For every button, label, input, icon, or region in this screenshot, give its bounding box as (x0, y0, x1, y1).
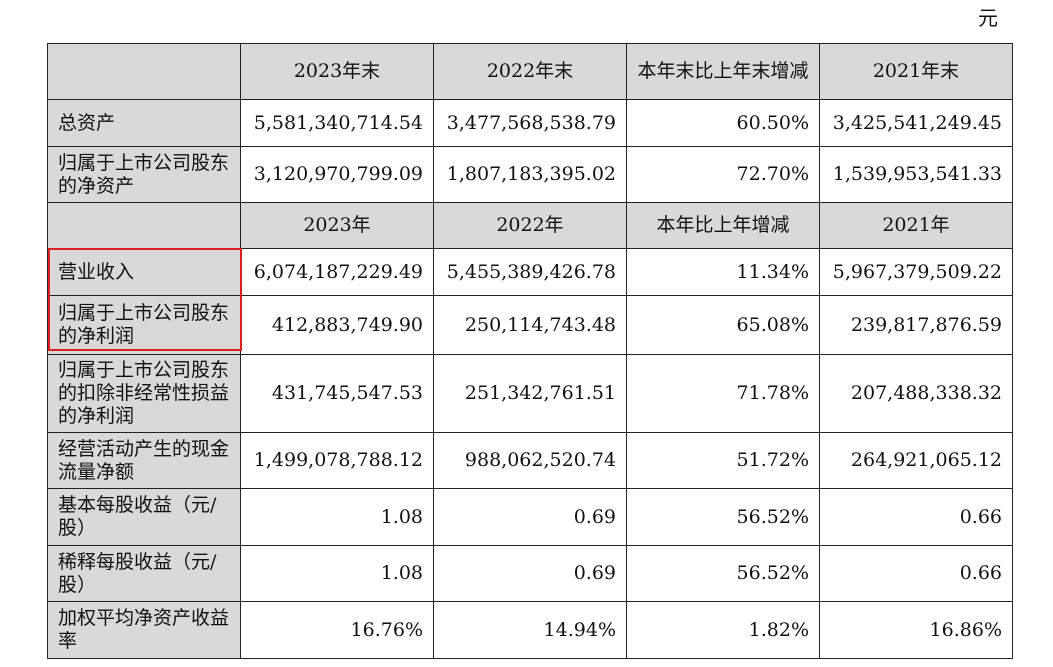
header-cell-change-end: 本年末比上年末增减 (626, 43, 820, 100)
table-row: 总资产 5,581,340,714.54 3,477,568,538.79 60… (47, 99, 1013, 147)
cell-change: 1.82% (626, 601, 820, 659)
cell-2021: 16.86% (819, 601, 1013, 659)
row-label: 加权平均净资产收益率 (47, 601, 241, 659)
cell-2022: 0.69 (433, 545, 627, 602)
row-label: 稀释每股收益（元/股） (47, 545, 241, 602)
cell-2023: 412,883,749.90 (240, 295, 434, 355)
cell-2021: 0.66 (819, 545, 1013, 602)
cell-2023: 6,074,187,229.49 (240, 248, 434, 296)
table-row: 稀释每股收益（元/股） 1.08 0.69 56.52% 0.66 (47, 545, 1013, 602)
cell-2021: 3,425,541,249.45 (819, 99, 1013, 147)
cell-2023: 5,581,340,714.54 (240, 99, 434, 147)
cell-2021: 1,539,953,541.33 (819, 146, 1013, 203)
header-cell-2023-end: 2023年末 (240, 43, 434, 100)
cell-2021: 239,817,876.59 (819, 295, 1013, 355)
currency-unit-label: 元 (978, 6, 998, 30)
header-cell-2022-end: 2022年末 (433, 43, 627, 100)
cell-2023: 431,745,547.53 (240, 354, 434, 433)
cell-change: 60.50% (626, 99, 820, 147)
table-header-row-year-end: 2023年末 2022年末 本年末比上年末增减 2021年末 (47, 43, 1013, 100)
header-cell-2022: 2022年 (433, 202, 627, 249)
row-label: 基本每股收益（元/股） (47, 488, 241, 546)
row-label: 归属于上市公司股东的扣除非经常性损益的净利润 (47, 354, 241, 433)
cell-2022: 3,477,568,538.79 (433, 99, 627, 147)
header-cell-2021-end: 2021年末 (819, 43, 1013, 100)
cell-change: 56.52% (626, 545, 820, 602)
table-row: 归属于上市公司股东的净资产 3,120,970,799.09 1,807,183… (47, 146, 1013, 203)
cell-change: 56.52% (626, 488, 820, 546)
table-row: 加权平均净资产收益率 16.76% 14.94% 1.82% 16.86% (47, 601, 1013, 659)
cell-2022: 0.69 (433, 488, 627, 546)
cell-2023: 3,120,970,799.09 (240, 146, 434, 203)
table-row: 归属于上市公司股东的净利润 412,883,749.90 250,114,743… (47, 295, 1013, 355)
table-row: 经营活动产生的现金流量净额 1,499,078,788.12 988,062,5… (47, 432, 1013, 489)
cell-2023: 1.08 (240, 545, 434, 602)
financial-summary-table: 2023年末 2022年末 本年末比上年末增减 2021年末 总资产 5,581… (47, 43, 1013, 659)
cell-2021: 5,967,379,509.22 (819, 248, 1013, 296)
header-cell-2023: 2023年 (240, 202, 434, 249)
row-label: 总资产 (47, 99, 241, 147)
cell-2022: 1,807,183,395.02 (433, 146, 627, 203)
table-row: 营业收入 6,074,187,229.49 5,455,389,426.78 1… (47, 248, 1013, 296)
header-cell-change: 本年比上年增减 (626, 202, 820, 249)
header-cell-blank (47, 202, 241, 249)
row-label: 营业收入 (47, 248, 241, 296)
row-label: 经营活动产生的现金流量净额 (47, 432, 241, 489)
cell-2021: 264,921,065.12 (819, 432, 1013, 489)
cell-2023: 1,499,078,788.12 (240, 432, 434, 489)
cell-change: 51.72% (626, 432, 820, 489)
cell-2022: 14.94% (433, 601, 627, 659)
cell-2022: 251,342,761.51 (433, 354, 627, 433)
cell-change: 72.70% (626, 146, 820, 203)
row-label: 归属于上市公司股东的净资产 (47, 146, 241, 203)
cell-change: 65.08% (626, 295, 820, 355)
cell-2022: 988,062,520.74 (433, 432, 627, 489)
cell-2023: 1.08 (240, 488, 434, 546)
cell-2021: 207,488,338.32 (819, 354, 1013, 433)
cell-change: 11.34% (626, 248, 820, 296)
cell-2021: 0.66 (819, 488, 1013, 546)
table-row: 基本每股收益（元/股） 1.08 0.69 56.52% 0.66 (47, 488, 1013, 546)
row-label: 归属于上市公司股东的净利润 (47, 295, 241, 355)
table-row: 归属于上市公司股东的扣除非经常性损益的净利润 431,745,547.53 25… (47, 354, 1013, 433)
header-cell-2021: 2021年 (819, 202, 1013, 249)
cell-2023: 16.76% (240, 601, 434, 659)
cell-change: 71.78% (626, 354, 820, 433)
table-header-row-year: 2023年 2022年 本年比上年增减 2021年 (47, 202, 1013, 249)
cell-2022: 5,455,389,426.78 (433, 248, 627, 296)
cell-2022: 250,114,743.48 (433, 295, 627, 355)
header-cell-blank (47, 43, 241, 100)
